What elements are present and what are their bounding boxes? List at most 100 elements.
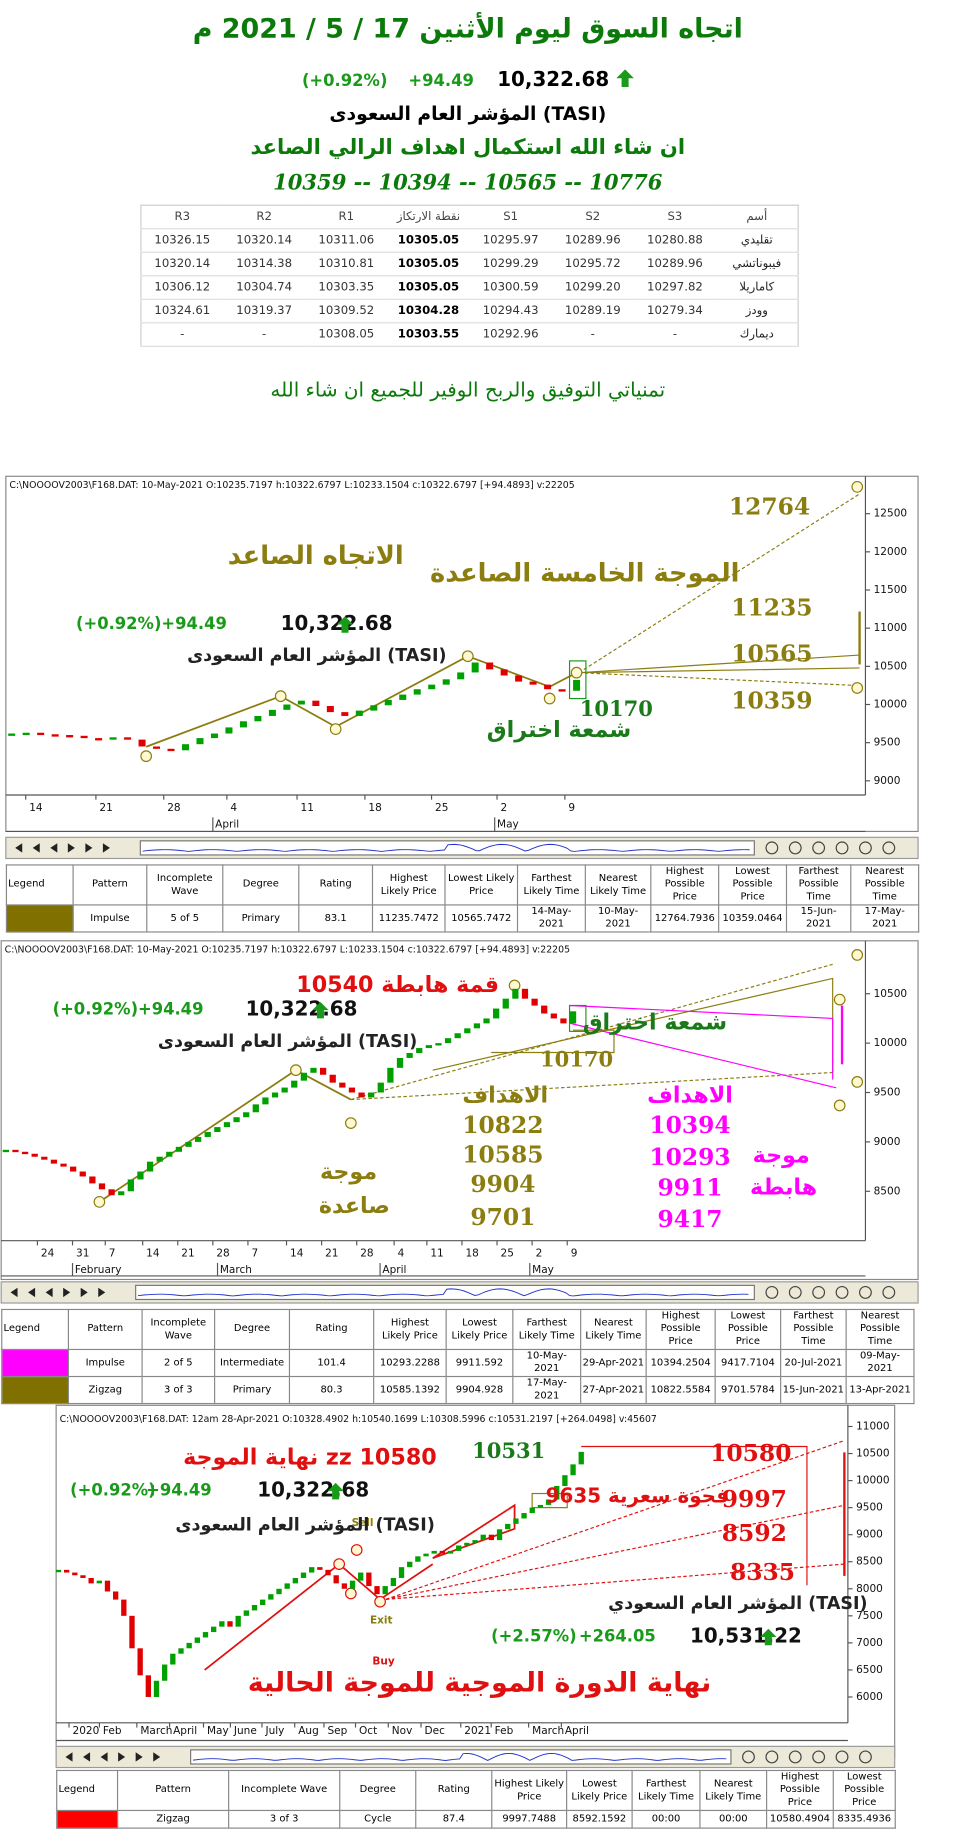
wave-cell: 80.3 (288, 1375, 375, 1405)
annotation: 12764 (729, 492, 810, 520)
pivot-cell: 10300.59 (469, 275, 552, 300)
wave-cell: 9911.592 (445, 1348, 514, 1378)
wave-marker (345, 1117, 357, 1129)
candle (211, 1626, 217, 1633)
wave-cell: 10293.2288 (373, 1348, 447, 1378)
candle (382, 1586, 388, 1595)
wave-header: Lowest Possible Price (714, 1308, 782, 1351)
candle (473, 1023, 481, 1029)
annotation: الاتجاه الصاعد (228, 541, 404, 571)
pivot-cell: تقليدي (716, 228, 799, 253)
candle (413, 689, 421, 695)
wave-row: Impulse 2 of 5 Intermediate 101.4 10293.2288… (1, 1348, 915, 1378)
wave-line (578, 654, 860, 674)
index-change: +264.05 (579, 1626, 656, 1645)
y-tick-label: 9500 (856, 1502, 883, 1514)
candle (145, 1675, 151, 1697)
annotation: الاهداف (462, 1082, 548, 1108)
annotation: Sell (352, 1517, 374, 1529)
nav-icon (788, 1285, 802, 1299)
y-tick-label: 9500 (874, 1087, 901, 1099)
y-tick-label: 10500 (856, 1448, 890, 1460)
wave-cell: Primary (222, 904, 300, 933)
nav-icon (812, 1285, 826, 1299)
wave-cell: Cycle (339, 1809, 417, 1829)
x-tick-label: July (264, 1725, 284, 1737)
pivot-row: ديمارك - -10292.96 10303.55 10308.05- - (140, 322, 799, 347)
pivot-cell: كاماريلا (716, 275, 799, 300)
candle (109, 737, 117, 740)
wave-header: Farthest Likely Time (516, 864, 586, 906)
nav-icon (765, 841, 779, 855)
candle (355, 710, 363, 716)
candle (70, 1166, 77, 1172)
pivot-cell: 10303.35 (305, 275, 388, 300)
pivot-header-row: أسم S3 S2 S1 نقطة الارتكاز R1 R2 R3 (140, 205, 799, 230)
candle (558, 689, 566, 692)
wave-table: Legend Pattern Incomplete Wave Degree Rating… (1, 1308, 915, 1405)
x-tick-label: 18 (465, 1248, 478, 1260)
nav-icon (858, 841, 872, 855)
candle (112, 1591, 119, 1600)
candle (374, 1586, 380, 1595)
nav-button (67, 843, 75, 853)
candle (178, 1648, 184, 1654)
wave-cell: 11235.7472 (371, 904, 446, 933)
nav-button (10, 1287, 18, 1298)
candle (138, 739, 146, 747)
nav-button (15, 843, 23, 853)
candle (573, 679, 581, 691)
candle (31, 1153, 38, 1157)
candle (283, 704, 291, 710)
candle (51, 734, 59, 737)
candle (233, 1117, 240, 1123)
wave-cell: Zigzag (67, 1375, 143, 1405)
candle (129, 1615, 135, 1649)
wave-cell: Intermediate (214, 1348, 291, 1378)
wave-cell: 87.4 (415, 1809, 493, 1829)
info-line: C:\NOOOOV2003\F168.DAT: 12am 28-Apr-2021… (60, 1414, 657, 1425)
candle (387, 1067, 394, 1083)
candle (415, 1556, 421, 1562)
candle (390, 1577, 397, 1587)
x-tick-label: 14 (146, 1248, 160, 1260)
wave-line (145, 655, 577, 748)
wave-header: Farthest Possible Time (780, 1308, 847, 1351)
nav-overview (142, 843, 750, 852)
pivot-header: نقطة الارتكاز (387, 205, 470, 230)
candle (407, 1561, 413, 1568)
wave-cell: 29-Apr-2021 (580, 1348, 647, 1378)
y-tick-label: 6500 (856, 1664, 883, 1676)
candle (186, 1642, 192, 1649)
wave-line (491, 1029, 615, 1054)
candle (326, 706, 334, 713)
candle (2, 1149, 9, 1153)
candle (358, 1092, 365, 1098)
index-name: المؤشر العام السعودى (TASI) (175, 1515, 434, 1535)
annotation: هابطة (750, 1174, 817, 1200)
candle (37, 732, 45, 736)
wave-cell: 10822.5584 (645, 1375, 716, 1405)
candle (170, 1653, 176, 1665)
candle (488, 1534, 495, 1541)
candle (544, 684, 552, 690)
pivot-cell: 10289.19 (551, 299, 634, 324)
candle (194, 1136, 202, 1142)
wave-header: Rating (298, 864, 374, 906)
y-tick-label: 12500 (874, 508, 908, 520)
legend-swatch (56, 1809, 119, 1829)
annotation: نهاية الدورة الموجية للموجة الحالية (248, 1667, 711, 1698)
wave-header: Nearest Possible Time (850, 864, 920, 906)
wave-cell: 10585.1392 (373, 1375, 447, 1405)
candle (88, 1577, 94, 1584)
x-tick-label: Feb (495, 1725, 514, 1737)
chart-panel: C:\NOOOOV2003\F168.DAT: 10-May-2021 O:10… (5, 475, 919, 860)
x-tick-label: 2 (536, 1248, 543, 1260)
y-tick-label: 8000 (856, 1583, 883, 1595)
candle (442, 679, 450, 685)
candle (435, 1043, 442, 1046)
wave-header: Farthest Possible Time (785, 864, 852, 906)
candle (309, 1567, 315, 1573)
wave-cell: 10359.0464 (718, 904, 788, 933)
